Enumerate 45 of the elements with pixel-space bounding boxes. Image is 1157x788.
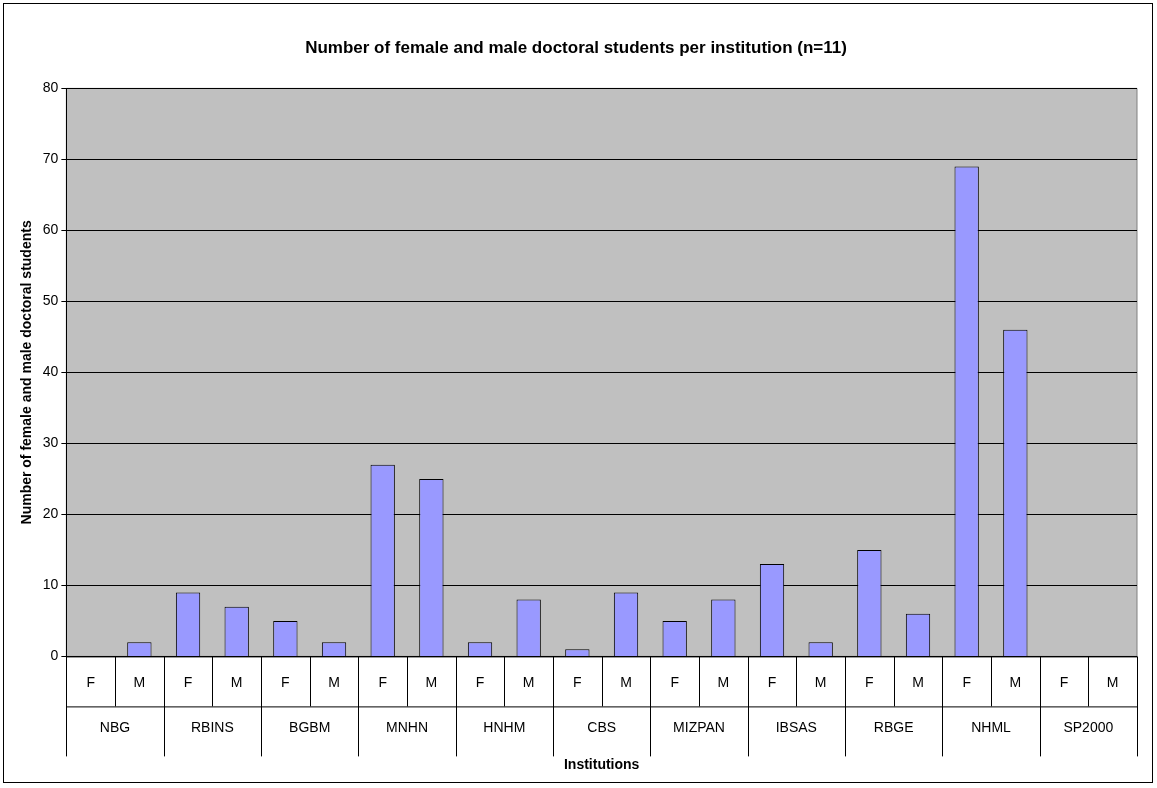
text: RBINS bbox=[190, 719, 234, 736]
y-tick-label: 20 bbox=[42, 505, 59, 522]
x-tick-label: F bbox=[475, 673, 485, 690]
y-tick-label: 80 bbox=[42, 79, 59, 96]
y-tick-label: 50 bbox=[42, 292, 59, 309]
x-tick-label: M bbox=[425, 673, 438, 690]
y-tick-label: 60 bbox=[42, 221, 59, 238]
text: NBG bbox=[99, 719, 131, 736]
text: HNHM bbox=[483, 719, 526, 736]
y-tick-label: 30 bbox=[42, 434, 59, 451]
x-tick-label: M bbox=[522, 673, 535, 690]
chart-title: Number of female and male doctoral students per institution (n=11) bbox=[305, 37, 847, 57]
x-tick-label: F bbox=[767, 673, 777, 690]
y-tick-label: 10 bbox=[42, 576, 59, 593]
text: SP2000 bbox=[1063, 719, 1114, 736]
x-tick-label: F bbox=[1059, 673, 1069, 690]
x-tick-label: F bbox=[573, 673, 582, 690]
text: MNHN bbox=[386, 719, 429, 736]
x-tick-label: M bbox=[1009, 673, 1022, 690]
text: MIZPAN bbox=[673, 719, 725, 736]
x-axis-title: Institutions bbox=[563, 756, 640, 773]
text: NHML bbox=[971, 719, 1012, 736]
x-tick-label: F bbox=[183, 673, 193, 690]
text: BGBM bbox=[289, 719, 331, 736]
x-tick-label: M bbox=[230, 673, 243, 690]
y-tick-label: 40 bbox=[42, 363, 59, 380]
x-tick-label: M bbox=[620, 673, 632, 690]
text: CBS bbox=[587, 719, 617, 736]
x-tick-label: F bbox=[962, 673, 971, 690]
x-tick-label: M bbox=[1106, 673, 1119, 690]
x-tick-label: M bbox=[814, 673, 827, 690]
y-tick-label: 70 bbox=[42, 150, 59, 167]
x-tick-label: F bbox=[86, 673, 95, 690]
x-tick-label: M bbox=[717, 673, 730, 690]
y-tick-label: 0 bbox=[50, 647, 59, 664]
x-tick-label: F bbox=[378, 673, 387, 690]
text: RBGE bbox=[873, 719, 914, 736]
text: IBSAS bbox=[775, 719, 817, 736]
x-tick-label: M bbox=[133, 673, 146, 690]
x-tick-label: M bbox=[328, 673, 340, 690]
x-tick-label: M bbox=[912, 673, 924, 690]
y-axis-title: Number of female and male doctoral students bbox=[18, 220, 35, 525]
x-tick-label: F bbox=[670, 673, 679, 690]
x-tick-label: F bbox=[865, 673, 874, 690]
x-tick-label: F bbox=[281, 673, 290, 690]
